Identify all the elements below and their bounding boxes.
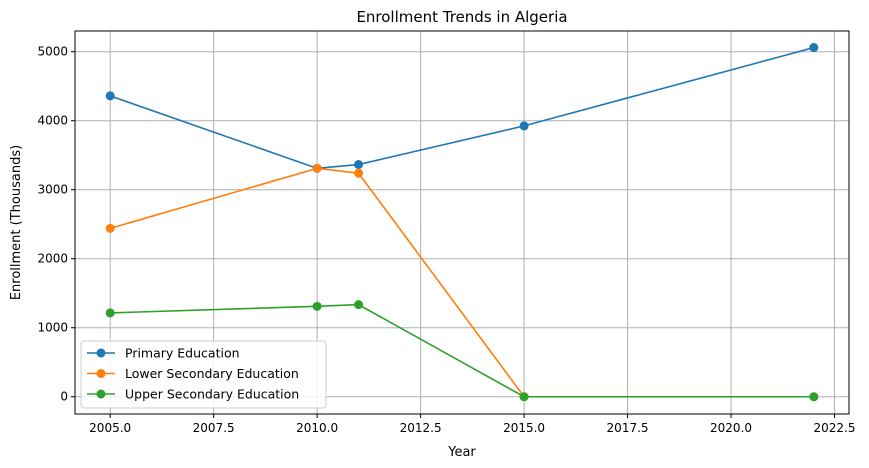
y-axis-label: Enrollment (Thousands) — [9, 145, 24, 300]
x-tick-label: 2007.5 — [193, 421, 235, 435]
y-tick-label: 4000 — [37, 114, 68, 128]
x-tick-label: 2022.5 — [814, 421, 856, 435]
plot-frame — [74, 30, 850, 415]
x-tick-label: 2012.5 — [400, 421, 442, 435]
legend-label: Primary Education — [125, 346, 240, 361]
data-point — [105, 308, 115, 318]
data-point — [519, 121, 529, 131]
legend-marker — [96, 389, 106, 399]
y-tick-label: 5000 — [37, 45, 68, 59]
series-layer — [105, 43, 819, 402]
data-point — [105, 223, 115, 233]
series-upper-secondary-education — [105, 300, 819, 402]
legend-label: Lower Secondary Education — [125, 366, 299, 381]
y-tick-label: 0 — [60, 390, 68, 404]
x-axis-label: Year — [447, 445, 476, 460]
legend-label: Upper Secondary Education — [125, 387, 299, 402]
legend-marker — [96, 369, 106, 378]
y-tick-label: 1000 — [37, 321, 68, 335]
legend-item: Lower Secondary Education — [87, 366, 299, 381]
data-point — [809, 392, 819, 402]
x-axis-ticks: 2005.0 2007.5 2010.0 2012.5 2015.0 2017.5 2020… — [89, 414, 856, 435]
data-point — [354, 160, 364, 170]
x-tick-label: 2015.0 — [503, 421, 545, 435]
x-tick-label: 2005.0 — [89, 421, 131, 435]
chart-title: Enrollment Trends in Algeria — [356, 8, 567, 26]
x-tick-label: 2017.5 — [607, 421, 649, 435]
data-point — [105, 91, 115, 101]
y-tick-label: 3000 — [37, 183, 68, 197]
data-point — [809, 43, 819, 53]
data-point — [519, 392, 529, 402]
data-point — [354, 168, 364, 178]
y-axis-ticks: 0 1000 2000 3000 4000 5000 — [37, 45, 75, 404]
legend-box — [80, 340, 327, 409]
data-point — [312, 163, 322, 173]
legend-item: Upper Secondary Education — [87, 387, 299, 402]
data-point — [354, 300, 364, 310]
x-tick-label: 2010.0 — [296, 421, 338, 435]
y-tick-label: 2000 — [37, 252, 68, 266]
data-point — [312, 301, 322, 311]
x-tick-label: 2020.0 — [710, 421, 752, 435]
legend-marker — [96, 348, 106, 358]
legend-item: Primary Education — [87, 346, 240, 361]
legend: Primary Education Lower Secondary Educati… — [80, 340, 327, 409]
